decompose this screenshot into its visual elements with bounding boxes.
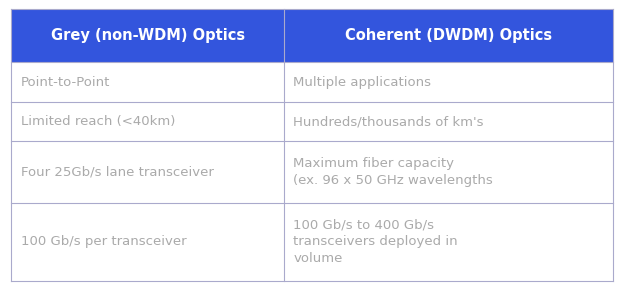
Text: Hundreds/thousands of km's: Hundreds/thousands of km's bbox=[293, 115, 484, 128]
Bar bbox=[284, 62, 613, 102]
Bar bbox=[284, 203, 613, 281]
Text: Maximum fiber capacity
(ex. 96 x 50 GHz wavelengths: Maximum fiber capacity (ex. 96 x 50 GHz … bbox=[293, 157, 493, 187]
Bar bbox=[11, 62, 284, 102]
Text: Coherent (DWDM) Optics: Coherent (DWDM) Optics bbox=[345, 28, 552, 43]
Text: Four 25Gb/s lane transceiver: Four 25Gb/s lane transceiver bbox=[21, 166, 213, 179]
Bar bbox=[11, 203, 284, 281]
Text: 100 Gb/s to 400 Gb/s
transceivers deployed in
volume: 100 Gb/s to 400 Gb/s transceivers deploy… bbox=[293, 219, 458, 265]
Text: Multiple applications: Multiple applications bbox=[293, 75, 431, 88]
Text: Grey (non-WDM) Optics: Grey (non-WDM) Optics bbox=[51, 28, 245, 43]
Text: Point-to-Point: Point-to-Point bbox=[21, 75, 110, 88]
Bar bbox=[284, 142, 613, 203]
Bar bbox=[284, 102, 613, 142]
Text: 100 Gb/s per transceiver: 100 Gb/s per transceiver bbox=[21, 235, 186, 248]
Bar bbox=[11, 102, 284, 142]
Bar bbox=[11, 9, 284, 62]
Bar bbox=[11, 142, 284, 203]
Text: Limited reach (<40km): Limited reach (<40km) bbox=[21, 115, 175, 128]
Bar bbox=[284, 9, 613, 62]
